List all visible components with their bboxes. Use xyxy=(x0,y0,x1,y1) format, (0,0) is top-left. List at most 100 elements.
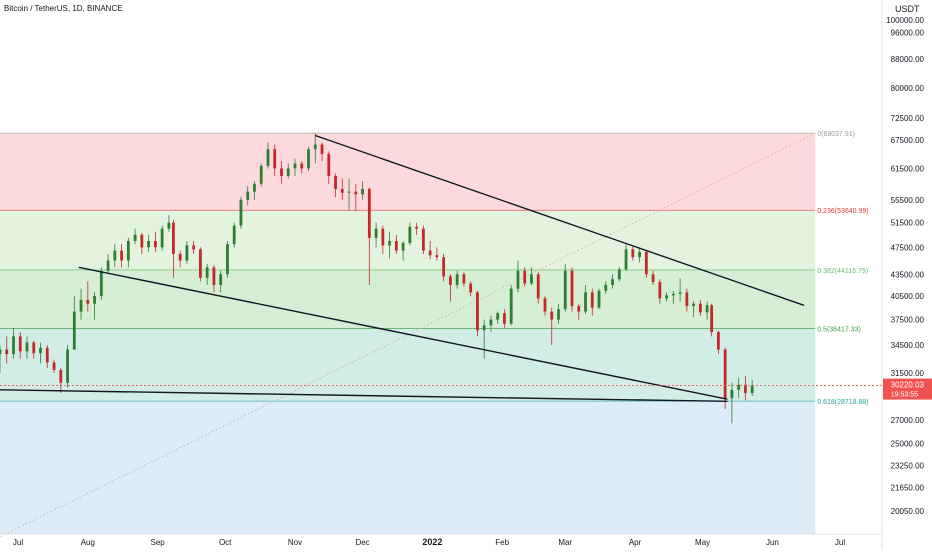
candle-body xyxy=(723,349,727,399)
candle xyxy=(273,144,277,176)
candle xyxy=(671,290,675,304)
fib-retracement[interactable] xyxy=(0,132,816,550)
candle-body xyxy=(171,222,175,254)
candle-body xyxy=(0,349,2,355)
candle-body xyxy=(516,270,520,289)
last-price-countdown: 19:53:55 xyxy=(891,392,918,399)
time-axis-tick-label: Aug xyxy=(81,538,95,547)
candle-body xyxy=(307,149,310,169)
price-axis-tick-label: 20050.00 xyxy=(891,507,925,516)
candle xyxy=(496,311,500,324)
price-axis-tick-label: 55500.00 xyxy=(891,196,925,205)
candle xyxy=(199,247,202,282)
candle-body xyxy=(133,234,137,242)
time-axis-tick-label: Dec xyxy=(355,538,369,547)
candle xyxy=(361,181,364,200)
time-axis-tick-label: Apr xyxy=(629,538,642,547)
candle-body xyxy=(361,188,364,195)
candle-body xyxy=(219,274,223,285)
candle-body xyxy=(313,144,317,150)
candle xyxy=(563,263,567,312)
candle xyxy=(45,345,49,369)
price-axis-tick-label: 40500.00 xyxy=(891,292,925,301)
last-price-value: 30220.03 xyxy=(891,381,925,390)
candle xyxy=(99,267,103,300)
candle xyxy=(730,382,734,424)
candle-body xyxy=(710,305,714,333)
candle-body xyxy=(52,362,56,370)
candle xyxy=(147,234,151,252)
candle-body xyxy=(503,313,506,324)
candle-body xyxy=(99,270,103,297)
candle xyxy=(32,340,36,359)
candle-body xyxy=(415,226,419,229)
candle-body xyxy=(448,276,452,285)
candle xyxy=(516,260,520,293)
fib-level-labels: 0(69037.91) 0.236(53640.99) 0.382(44116.79… xyxy=(817,131,868,406)
price-axis-tick-label: 31500.00 xyxy=(891,369,925,378)
candle-body xyxy=(246,191,250,200)
price-axis-tick-label: 25000.00 xyxy=(891,440,925,449)
candle xyxy=(442,253,446,282)
candle-body xyxy=(347,191,351,193)
candle xyxy=(246,186,250,206)
candle xyxy=(232,222,236,248)
candle-body xyxy=(167,222,171,229)
candle xyxy=(381,225,385,254)
candle xyxy=(604,281,608,294)
candle-body xyxy=(12,336,15,355)
candle xyxy=(685,288,689,312)
candle xyxy=(192,241,196,254)
candle xyxy=(327,151,331,184)
time-axis-tick-label: May xyxy=(695,538,710,547)
candle-body xyxy=(253,183,256,192)
candle xyxy=(678,278,682,302)
candle-body xyxy=(716,332,720,350)
candle xyxy=(658,279,662,304)
candle xyxy=(716,330,720,355)
candle xyxy=(52,359,56,373)
symbol-title: Bitcoin / TetherUS, 1D, BINANCE xyxy=(4,4,123,13)
candle-body xyxy=(658,282,662,299)
candle-body xyxy=(421,228,425,251)
candle-body xyxy=(178,253,182,261)
candle xyxy=(226,241,229,278)
trend-lines[interactable] xyxy=(0,134,805,403)
candle xyxy=(557,303,560,324)
candle xyxy=(611,274,614,289)
candle xyxy=(550,307,554,346)
candle xyxy=(367,187,371,285)
candle-body xyxy=(536,274,540,299)
candle xyxy=(167,215,171,232)
price-axis-tick-label: 51500.00 xyxy=(891,219,925,228)
candle-body xyxy=(212,267,216,285)
candle-body xyxy=(617,269,621,280)
candle-body xyxy=(45,347,49,363)
currency-selector[interactable]: USDT xyxy=(893,4,922,14)
trend-line-upper-resistance xyxy=(315,134,805,306)
price-axis-tick-label: 96000.00 xyxy=(891,28,925,37)
candle-body xyxy=(226,244,229,275)
candle xyxy=(543,296,547,316)
candle-body xyxy=(530,274,533,284)
candle-body xyxy=(651,274,655,283)
price-axis-tick-label: 34500.00 xyxy=(891,341,925,350)
candle xyxy=(692,301,696,318)
candle-body xyxy=(320,144,324,154)
candle-body xyxy=(462,274,466,284)
candle-body xyxy=(374,228,378,238)
candle-body xyxy=(25,342,29,352)
candle-body xyxy=(678,292,682,294)
candle xyxy=(253,181,256,200)
candle xyxy=(590,288,594,316)
fib-zone-extension xyxy=(0,401,816,534)
candle-body xyxy=(388,241,391,246)
candle xyxy=(133,228,137,245)
time-axis[interactable]: Jul Aug Sep Oct Nov Dec 2022 Feb Mar Apr May Jun Jul xyxy=(13,537,845,547)
candle xyxy=(705,301,709,320)
candle-body xyxy=(509,288,513,324)
price-axis[interactable]: 100000.00 96000.00 88000.00 80000.00 72500.0… xyxy=(886,16,924,516)
fib-zone xyxy=(0,133,816,211)
